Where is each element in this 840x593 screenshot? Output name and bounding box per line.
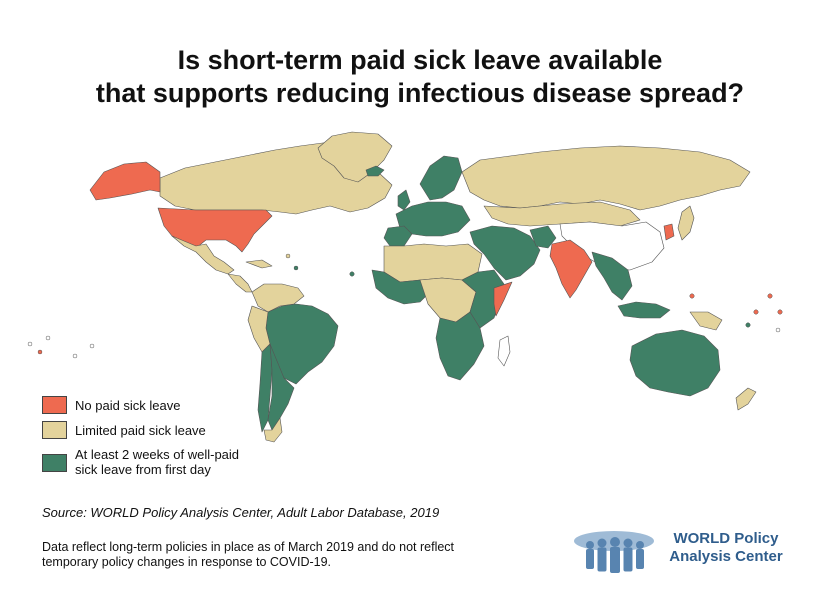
map-region-west-africa (371, 269, 431, 305)
map-region-afghanistan (529, 225, 557, 249)
map-region-mexico (171, 235, 235, 275)
map-island (89, 343, 95, 349)
data-note: Data reflect long-term policies in place… (42, 540, 542, 570)
map-region-southern-africa (435, 311, 485, 381)
map-region-australia (629, 329, 721, 397)
world-logo-figures-icon (574, 531, 654, 573)
map-island (775, 327, 781, 333)
map-island (285, 253, 291, 259)
map-region-south-korea (663, 223, 675, 241)
legend-label-none: No paid sick leave (75, 398, 181, 413)
legend-label-full-line-2: sick leave from first day (75, 462, 211, 477)
map-island (767, 293, 773, 299)
world-logo-line-1: WORLD Policy (673, 530, 779, 547)
map-island (27, 341, 33, 347)
legend-label-full: At least 2 weeks of well-paid sick leave… (75, 447, 239, 477)
map-region-alaska (89, 161, 161, 201)
map-island (37, 349, 43, 355)
map-island (349, 271, 355, 277)
map-region-india (549, 239, 593, 299)
map-island (293, 265, 299, 271)
map-island (753, 309, 759, 315)
title-line-2: that supports reducing infectious diseas… (95, 78, 745, 108)
map-region-iceland (365, 165, 385, 177)
map-region-colombia-venezuela (251, 283, 305, 313)
map-region-somalia (493, 281, 513, 317)
map-region-southeast-asia (591, 251, 633, 301)
map-region-uk (397, 189, 411, 211)
map-title: Is short-term paid sick leave available … (0, 44, 840, 110)
world-logo-text: WORLD Policy Analysis Center (660, 530, 792, 566)
world-logo-line-2: Analysis Center (669, 548, 783, 565)
map-region-usa (157, 207, 273, 253)
title-line-1: Is short-term paid sick leave available (177, 45, 663, 75)
map-region-new-zealand (735, 387, 757, 411)
map-region-central-america (227, 273, 253, 293)
source-citation: Source: WORLD Policy Analysis Center, Ad… (42, 505, 440, 520)
legend-label-full-line-1: At least 2 weeks of well-paid (75, 447, 240, 462)
legend-swatch-none (42, 396, 67, 414)
legend-item-full: At least 2 weeks of well-paid sick leave… (42, 447, 239, 477)
data-note-line-2: temporary policy changes in response to … (42, 555, 332, 569)
map-region-indonesia (617, 301, 671, 319)
legend-swatch-full (42, 454, 67, 472)
map-region-papua (689, 311, 723, 331)
map-island (689, 293, 695, 299)
map-region-patagonia (263, 417, 283, 443)
legend-swatch-limited (42, 421, 67, 439)
map-region-russia (461, 145, 751, 211)
map-region-scandinavia (419, 155, 463, 201)
data-note-line-1: Data reflect long-term policies in place… (42, 540, 455, 554)
map-region-madagascar (497, 335, 511, 367)
map-island (745, 322, 751, 328)
map-region-caribbean (245, 259, 273, 269)
map-island (72, 353, 78, 359)
legend-label-limited: Limited paid sick leave (75, 423, 206, 438)
map-island (777, 309, 783, 315)
legend-item-none: No paid sick leave (42, 396, 181, 414)
legend-item-limited: Limited paid sick leave (42, 421, 206, 439)
map-region-middle-east (469, 225, 541, 281)
map-region-north-africa (383, 243, 483, 283)
map-island (45, 335, 51, 341)
world-logo: WORLD Policy Analysis Center (568, 527, 798, 577)
map-region-japan (677, 205, 695, 241)
